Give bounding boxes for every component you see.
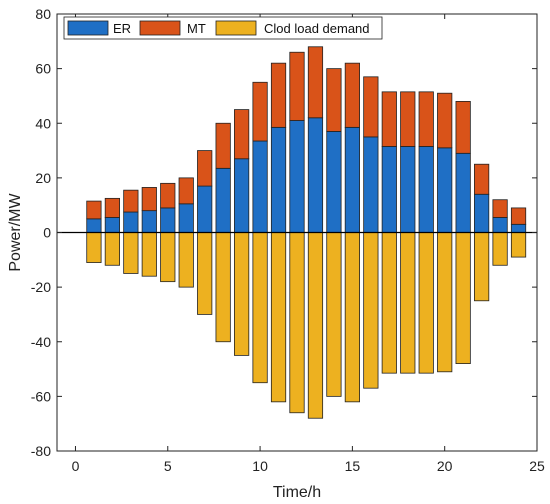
bar-clod-load-demand	[178, 232, 194, 288]
bar-clod-load-demand	[86, 232, 102, 263]
bar-clod-load-demand	[270, 232, 287, 403]
bar-mt	[381, 91, 397, 147]
bar-er	[197, 185, 213, 233]
legend-swatch-clod-load-demand	[215, 20, 257, 36]
bar-mt	[400, 91, 416, 147]
bar-clod-load-demand	[141, 232, 157, 277]
y-tick-label: 20	[35, 170, 51, 186]
y-tick-label: -60	[31, 388, 51, 404]
y-tick-label: 0	[43, 225, 51, 241]
bar-er	[123, 211, 139, 233]
legend-label-mt: MT	[187, 21, 206, 36]
bar-mt	[344, 62, 360, 128]
bar-clod-load-demand	[437, 232, 453, 373]
y-tick-label: -20	[31, 279, 51, 295]
bar-clod-load-demand	[326, 232, 342, 397]
bar-mt	[234, 109, 250, 160]
x-tick-label: 20	[437, 458, 453, 474]
bar-mt	[141, 187, 157, 212]
y-tick-label: 40	[35, 115, 51, 131]
bar-clod-load-demand	[307, 232, 324, 419]
bar-er	[215, 167, 231, 233]
bar-mt	[86, 200, 102, 220]
bar-mt	[215, 122, 231, 169]
bar-mt	[437, 92, 453, 149]
bar-clod-load-demand	[363, 232, 379, 389]
bar-er	[437, 147, 453, 233]
x-tick-label: 25	[529, 458, 545, 474]
bar-mt	[418, 91, 434, 147]
bar-mt	[326, 68, 342, 132]
legend: ER MT Clod load demand	[63, 16, 383, 40]
bar-er	[492, 217, 508, 233]
bar-clod-load-demand	[252, 232, 268, 384]
bar-mt	[270, 62, 287, 128]
bar-er	[160, 207, 176, 233]
bar-mt	[455, 101, 471, 154]
bar-clod-load-demand	[510, 232, 527, 258]
legend-swatch-er	[67, 20, 109, 36]
legend-label-clod-load-demand: Clod load demand	[264, 21, 370, 36]
bar-er	[234, 158, 250, 233]
bar-clod-load-demand	[197, 232, 213, 315]
bar-clod-load-demand	[492, 232, 508, 266]
x-tick-label: 0	[72, 458, 80, 474]
bar-clod-load-demand	[234, 232, 250, 356]
x-tick-label: 15	[345, 458, 361, 474]
bar-er	[510, 223, 527, 233]
bar-er	[363, 136, 379, 233]
y-tick-label: 60	[35, 61, 51, 77]
bar-mt	[104, 197, 120, 218]
bar-er	[104, 217, 120, 233]
bar-clod-load-demand	[104, 232, 120, 266]
bar-clod-load-demand	[474, 232, 490, 302]
bar-clod-load-demand	[400, 232, 416, 374]
bar-clod-load-demand	[418, 232, 434, 374]
bar-clod-load-demand	[215, 232, 231, 343]
bar-mt	[252, 81, 268, 142]
bar-er	[252, 140, 268, 233]
axis-tick-labels: 0 5 10 15 20 25 -80 -60 -40 -20 0 20 40 60 80	[31, 6, 545, 474]
bar-er	[344, 126, 360, 233]
bar-er	[178, 203, 194, 233]
bar-er	[474, 193, 490, 233]
bar-er	[270, 126, 287, 233]
bar-mt	[160, 182, 176, 209]
bar-mt	[289, 51, 305, 121]
axis-ticks	[57, 13, 538, 452]
bar-clod-load-demand	[289, 232, 305, 414]
bar-er	[455, 152, 471, 233]
bar-mt	[178, 177, 194, 205]
bar-er	[326, 131, 342, 233]
y-tick-label: -80	[31, 443, 51, 459]
y-axis-title: Power/MW	[7, 192, 24, 271]
y-tick-label: -40	[31, 334, 51, 350]
legend-label-er: ER	[113, 21, 131, 36]
bar-clod-load-demand	[160, 232, 176, 283]
bar-er	[418, 146, 434, 233]
x-axis-title: Time/h	[273, 484, 321, 501]
bar-mt	[123, 189, 139, 213]
bar-clod-load-demand	[381, 232, 397, 374]
bar-er	[141, 210, 157, 233]
bar-er	[381, 146, 397, 233]
bar-mt	[474, 163, 490, 195]
bar-mt	[307, 46, 324, 119]
bar-clod-load-demand	[344, 232, 360, 403]
y-tick-label: 80	[35, 6, 51, 22]
x-tick-label: 10	[252, 458, 268, 474]
bar-er	[307, 117, 324, 233]
bar-mt	[492, 199, 508, 218]
bar-clod-load-demand	[123, 232, 139, 274]
bar-er	[86, 218, 102, 233]
bar-mt	[510, 207, 527, 225]
bar-mt	[197, 150, 213, 187]
x-tick-label: 5	[164, 458, 172, 474]
bar-clod-load-demand	[455, 232, 471, 365]
bar-er	[400, 146, 416, 233]
legend-swatch-mt	[139, 20, 181, 36]
bar-mt	[363, 76, 379, 138]
bar-er	[289, 120, 305, 233]
